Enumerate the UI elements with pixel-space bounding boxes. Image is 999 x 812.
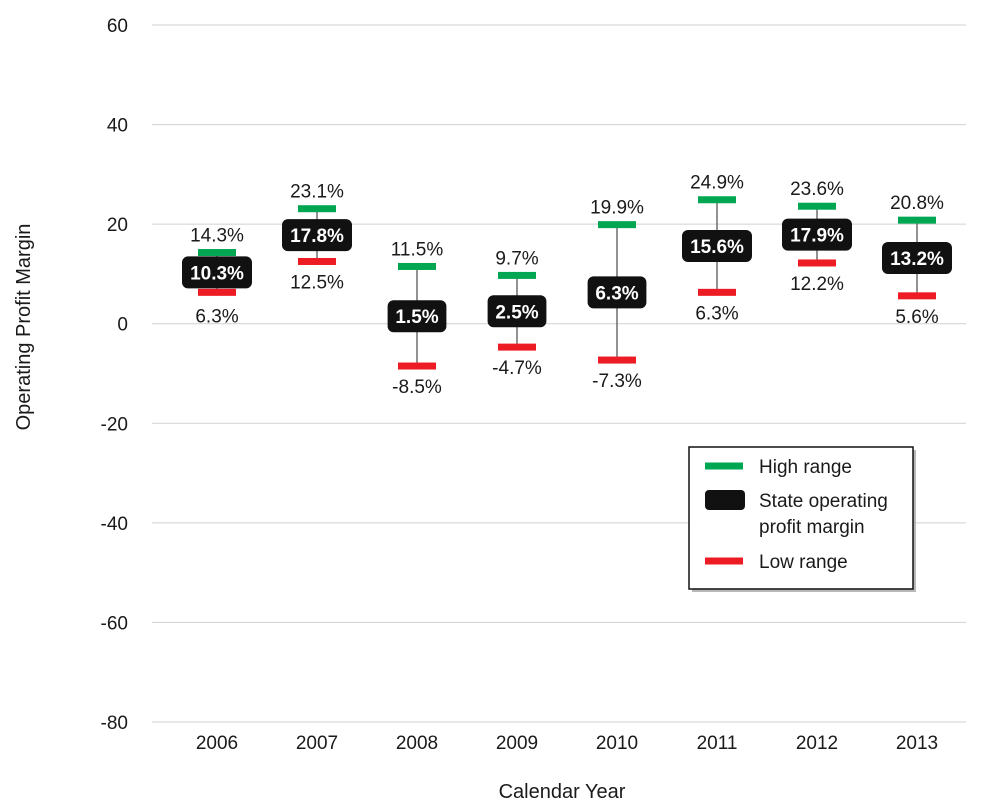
state-margin-marker [682, 230, 752, 263]
high-range-label: 24.9% [690, 173, 744, 194]
state-margin-marker [182, 256, 252, 289]
y-tick-label: 40 [107, 116, 128, 137]
legend-label: State operating [759, 491, 888, 512]
low-range-label: 12.2% [790, 274, 844, 295]
state-margin-label: 6.3% [595, 283, 638, 304]
y-tick-label: 60 [107, 16, 128, 37]
x-tick-label: 2007 [296, 733, 338, 754]
y-axis-title: Operating Profit Margin [13, 224, 35, 431]
high-range-label: 20.8% [890, 193, 944, 214]
high-range-marker [698, 196, 736, 204]
state-margin-marker [587, 276, 647, 309]
range-group-2013: 13.2% 20.8% 5.6% [882, 193, 952, 328]
y-tick-label: -40 [101, 514, 128, 535]
low-range-label: -8.5% [392, 377, 442, 398]
low-range-label: -7.3% [592, 371, 642, 392]
y-tick-label: -20 [101, 414, 128, 435]
legend: High range State operating profit margin Lo… [688, 446, 916, 592]
high-range-label: 14.3% [190, 226, 244, 247]
x-tick-label: 2008 [396, 733, 438, 754]
high-range-marker [398, 262, 436, 270]
state-margin-label: 2.5% [495, 302, 538, 323]
state-margin-label: 10.3% [190, 263, 244, 284]
legend-swatch [705, 462, 743, 470]
high-range-marker [498, 271, 536, 279]
state-margin-label: 15.6% [690, 237, 744, 258]
x-tick-label: 2013 [896, 733, 938, 754]
low-range-label: -4.7% [492, 358, 542, 379]
high-range-marker [598, 221, 636, 229]
low-range-marker [798, 259, 836, 267]
y-tick-label: 0 [117, 315, 128, 336]
gridlines [152, 24, 966, 723]
high-range-label: 23.6% [790, 179, 844, 200]
x-tick-label: 2010 [596, 733, 638, 754]
range-group-2009: 2.5% 9.7% -4.7% [487, 248, 547, 379]
high-range-marker [798, 202, 836, 210]
state-margin-label: 17.8% [290, 226, 344, 247]
range-group-2011: 15.6% 24.9% 6.3% [682, 173, 752, 324]
legend-box [688, 446, 914, 590]
range-group-2012: 17.9% 23.6% 12.2% [782, 179, 852, 295]
x-axis-title: Calendar Year [499, 781, 626, 803]
state-margin-marker [782, 218, 852, 251]
state-margin-label: 17.9% [790, 226, 844, 247]
high-range-marker [298, 205, 336, 213]
high-range-label: 11.5% [391, 239, 444, 260]
low-range-label: 6.3% [195, 306, 238, 327]
high-range-marker [198, 249, 236, 257]
low-range-label: 5.6% [895, 307, 938, 328]
state-margin-marker [882, 241, 952, 274]
high-range-label: 23.1% [290, 182, 344, 203]
data-marks: 10.3% 14.3% 6.3% 17.8% 23.1% 12.5% 1.5% 11.5% -8… [182, 173, 952, 398]
state-margin-label: 13.2% [890, 249, 944, 270]
low-range-marker [298, 257, 336, 265]
low-range-marker [498, 343, 536, 351]
x-tick-label: 2006 [196, 733, 238, 754]
x-tick-label: 2011 [697, 733, 738, 754]
x-axis-ticks: 2006 2007 2008 2009 2010 2011 2012 2013 [196, 733, 938, 754]
state-margin-marker [387, 300, 447, 333]
range-group-2010: 6.3% 19.9% -7.3% [587, 198, 647, 392]
low-range-label: 12.5% [290, 272, 344, 293]
low-range-marker [198, 288, 236, 296]
legend-label: Low range [759, 552, 848, 573]
range-group-2006: 10.3% 14.3% 6.3% [182, 226, 252, 327]
low-range-marker [698, 288, 736, 296]
legend-swatch [705, 490, 745, 510]
low-range-marker [398, 362, 436, 370]
range-group-2008: 1.5% 11.5% -8.5% [387, 239, 447, 398]
low-range-marker [598, 356, 636, 364]
legend-label: profit margin [759, 517, 865, 538]
state-margin-label: 1.5% [395, 307, 438, 328]
legend-swatch [705, 557, 743, 565]
y-axis-ticks: 60 40 20 0 -20 -40 -60 -80 [101, 16, 128, 734]
y-tick-label: 20 [107, 215, 128, 236]
legend-label: High range [759, 457, 852, 478]
y-tick-label: -60 [101, 613, 128, 634]
y-tick-label: -80 [101, 713, 128, 734]
low-range-label: 6.3% [695, 303, 738, 324]
range-group-2007: 17.8% 23.1% 12.5% [282, 182, 352, 293]
state-margin-marker [282, 219, 352, 252]
high-range-label: 9.7% [495, 248, 538, 269]
high-range-marker [898, 216, 936, 224]
x-tick-label: 2012 [796, 733, 838, 754]
high-range-label: 19.9% [590, 198, 644, 219]
low-range-marker [898, 292, 936, 300]
state-margin-marker [487, 295, 547, 328]
x-tick-label: 2009 [496, 733, 538, 754]
